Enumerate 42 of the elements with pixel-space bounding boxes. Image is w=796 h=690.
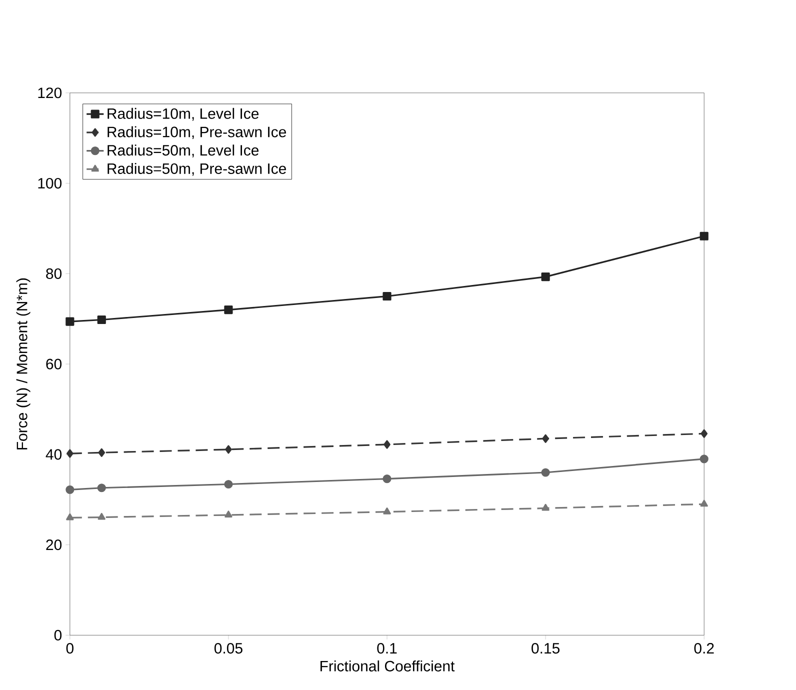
x-tick-label: 0.2	[694, 642, 714, 654]
y-tick-label: 120	[38, 88, 62, 98]
point	[97, 484, 106, 492]
point	[700, 454, 708, 464]
point	[542, 504, 550, 511]
point	[382, 292, 392, 300]
point	[66, 317, 74, 326]
point	[700, 500, 708, 507]
point	[224, 510, 232, 518]
x-tick-label: 0.1	[377, 642, 397, 654]
point	[541, 272, 550, 282]
y-tick-label: 0	[54, 630, 62, 640]
point	[66, 485, 74, 494]
point	[541, 468, 550, 477]
point	[224, 480, 233, 488]
x-axis-title: Frictional Coefficient	[320, 660, 455, 672]
point	[700, 232, 708, 240]
point	[97, 315, 106, 324]
point	[98, 512, 106, 520]
point	[383, 507, 391, 514]
x-tick-label: 0	[66, 642, 74, 654]
y-tick-label: 80	[46, 268, 62, 279]
point	[700, 429, 708, 438]
y-tick-label: 40	[46, 449, 62, 460]
point	[225, 445, 232, 454]
y-tick-label: 60	[46, 358, 62, 370]
point	[66, 513, 74, 520]
point	[542, 434, 549, 443]
y-axis-title: Force (N) / Moment (N*m)	[16, 278, 30, 450]
point	[382, 474, 392, 484]
x-tick-label: 0.15	[532, 642, 560, 654]
point	[384, 440, 390, 449]
point	[224, 305, 233, 314]
point	[98, 448, 106, 457]
y-tick-label: 100	[38, 178, 62, 188]
legend-label: Radius=10m, Pre-sawn Ice	[108, 126, 286, 139]
legend-label: Radius=50m, Level Ice	[108, 144, 259, 158]
y-tick-label: 20	[46, 539, 62, 550]
legend-label: Radius=10m, Level Ice	[108, 108, 259, 121]
point	[66, 449, 74, 458]
x-tick-label: 0.05	[214, 642, 242, 654]
legend-label: Radius=50m, Pre-sawn Ice	[108, 162, 286, 176]
